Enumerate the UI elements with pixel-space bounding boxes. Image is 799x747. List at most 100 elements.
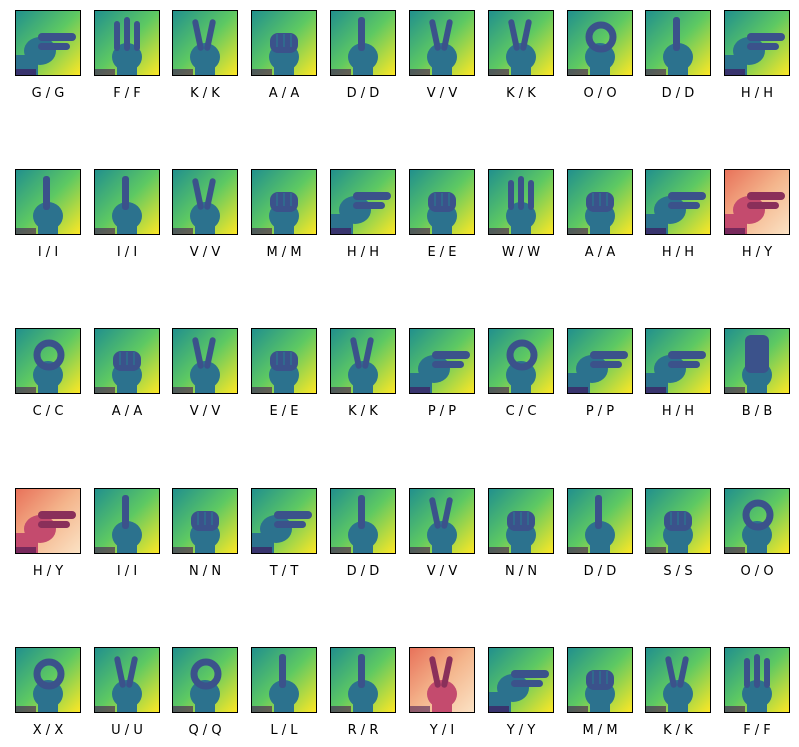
prediction-label: H / H: [346, 245, 380, 260]
prediction-label: K / K: [190, 86, 220, 101]
prediction-label: D / D: [583, 564, 617, 579]
hand-sign-image: [724, 10, 790, 76]
prediction-label: U / U: [111, 723, 143, 738]
prediction-label: C / C: [505, 404, 537, 419]
hand-sign-image: [488, 488, 554, 554]
grid-cell: I / I: [15, 169, 81, 260]
hand-sign-image: [409, 328, 475, 394]
prediction-label: V / V: [426, 86, 458, 101]
grid-cell: K / K: [330, 328, 396, 419]
prediction-label: N / N: [504, 564, 538, 579]
grid-cell: Y / I: [409, 647, 475, 738]
grid-cell: D / D: [330, 10, 396, 101]
grid-cell: Q / Q: [172, 647, 238, 738]
grid-cell: D / D: [330, 488, 396, 579]
grid-cell: M / M: [251, 169, 317, 260]
grid-cell: P / P: [567, 328, 633, 419]
hand-sign-image: [330, 647, 396, 713]
hand-sign-image: [488, 328, 554, 394]
grid-cell: V / V: [409, 10, 475, 101]
hand-sign-image: [488, 647, 554, 713]
prediction-label: A / A: [584, 245, 616, 260]
prediction-label: V / V: [426, 564, 458, 579]
grid-cell: O / O: [567, 10, 633, 101]
grid-cell: C / C: [488, 328, 554, 419]
prediction-label: H / H: [661, 404, 695, 419]
grid-cell: E / E: [409, 169, 475, 260]
grid-cell: V / V: [172, 328, 238, 419]
hand-sign-image: [251, 328, 317, 394]
hand-sign-image: [172, 328, 238, 394]
prediction-label: H / Y: [32, 564, 64, 579]
prediction-label: Q / Q: [188, 723, 222, 738]
hand-sign-image: [94, 328, 160, 394]
prediction-label: H / Y: [741, 245, 773, 260]
grid-cell: N / N: [488, 488, 554, 579]
hand-sign-image: [172, 647, 238, 713]
prediction-label: H / H: [740, 86, 774, 101]
grid-cell: R / R: [330, 647, 396, 738]
hand-sign-image: [724, 169, 790, 235]
hand-sign-image: [15, 10, 81, 76]
grid-cell: C / C: [15, 328, 81, 419]
prediction-label: L / L: [270, 723, 298, 738]
hand-sign-image: [645, 10, 711, 76]
prediction-label: V / V: [189, 404, 221, 419]
hand-sign-image: [330, 488, 396, 554]
hand-sign-image: [724, 328, 790, 394]
prediction-label: D / D: [346, 86, 380, 101]
prediction-label: A / A: [268, 86, 300, 101]
prediction-label: Y / Y: [506, 723, 536, 738]
hand-sign-image: [567, 328, 633, 394]
grid-cell: H / H: [645, 328, 711, 419]
grid-cell: P / P: [409, 328, 475, 419]
grid-cell: O / O: [724, 488, 790, 579]
hand-sign-image: [172, 488, 238, 554]
grid-cell: H / H: [724, 10, 790, 101]
hand-sign-image: [488, 10, 554, 76]
prediction-label: P / P: [427, 404, 457, 419]
grid-cell: A / A: [251, 10, 317, 101]
grid-cell: H / Y: [15, 488, 81, 579]
prediction-label: H / H: [661, 245, 695, 260]
prediction-label: I / I: [116, 564, 138, 579]
hand-sign-image: [409, 10, 475, 76]
prediction-label: X / X: [32, 723, 64, 738]
grid-cell: S / S: [645, 488, 711, 579]
grid-cell: H / Y: [724, 169, 790, 260]
prediction-label: F / F: [113, 86, 141, 101]
prediction-label: R / R: [347, 723, 379, 738]
prediction-label: M / M: [266, 245, 302, 260]
hand-sign-image: [94, 169, 160, 235]
hand-sign-image: [15, 488, 81, 554]
hand-sign-image: [645, 328, 711, 394]
prediction-label: K / K: [506, 86, 536, 101]
hand-sign-image: [15, 328, 81, 394]
grid-cell: I / I: [94, 488, 160, 579]
grid-cell: L / L: [251, 647, 317, 738]
grid-cell: K / K: [645, 647, 711, 738]
prediction-label: S / S: [663, 564, 693, 579]
hand-sign-image: [567, 488, 633, 554]
prediction-label: A / A: [111, 404, 143, 419]
hand-sign-image: [94, 647, 160, 713]
grid-cell: W / W: [488, 169, 554, 260]
grid-cell: T / T: [251, 488, 317, 579]
prediction-label: E / E: [427, 245, 457, 260]
hand-sign-image: [251, 488, 317, 554]
grid-cell: G / G: [15, 10, 81, 101]
grid-cell: N / N: [172, 488, 238, 579]
grid-cell: U / U: [94, 647, 160, 738]
hand-sign-image: [567, 647, 633, 713]
hand-sign-image: [251, 10, 317, 76]
prediction-label: V / V: [189, 245, 221, 260]
hand-sign-image: [172, 10, 238, 76]
grid-cell: A / A: [567, 169, 633, 260]
grid-cell: X / X: [15, 647, 81, 738]
hand-sign-image: [724, 488, 790, 554]
hand-sign-image: [251, 647, 317, 713]
grid-cell: H / H: [330, 169, 396, 260]
prediction-label: D / D: [661, 86, 695, 101]
prediction-label: K / K: [663, 723, 693, 738]
grid-cell: Y / Y: [488, 647, 554, 738]
